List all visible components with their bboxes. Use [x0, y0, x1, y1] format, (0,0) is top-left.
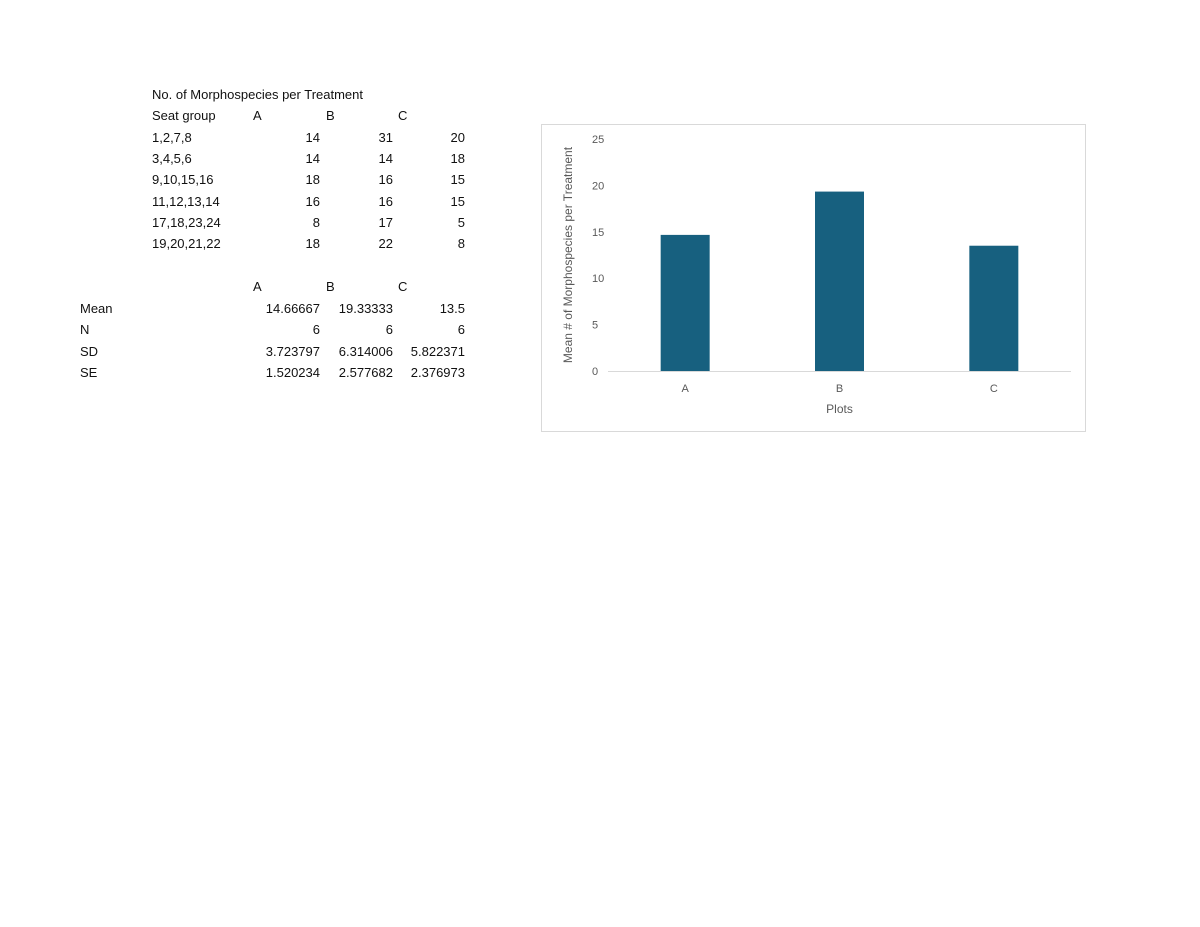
x-tick-label-c: C [990, 383, 998, 395]
table1-header-b: B [326, 108, 335, 123]
table2-row-se-label: SE [80, 365, 98, 380]
table2-row-n-label: N [80, 322, 90, 337]
table2-row-n-c: 6 [457, 322, 465, 337]
y-tick-label-25: 25 [592, 134, 604, 146]
y-axis-ticks: 0 5 10 15 20 25 [592, 134, 604, 378]
table1-row-6-group: 19,20,21,22 [152, 236, 221, 251]
y-tick-label-20: 20 [592, 180, 604, 192]
table1-row-3-group: 9,10,15,16 [152, 172, 214, 187]
table1-row-6-b: 22 [378, 236, 393, 251]
table1-row-2-c: 18 [450, 151, 465, 166]
table2-row-n-a: 6 [312, 322, 320, 337]
table1-row-4-a: 16 [305, 194, 320, 209]
table1-header-seat-group: Seat group [152, 108, 216, 123]
table1-row-3-a: 18 [305, 172, 320, 187]
y-tick-label-10: 10 [592, 273, 604, 285]
table1-row-4-group: 11,12,13,14 [152, 194, 220, 209]
y-tick-label-15: 15 [592, 227, 604, 239]
table1-row-4-c: 15 [450, 194, 465, 209]
table1-row-1-group: 1,2,7,8 [152, 130, 192, 145]
table1-row-5-c: 5 [457, 215, 465, 230]
table1-row-4-b: 16 [378, 194, 393, 209]
table1-row-1-b: 31 [378, 130, 393, 145]
table2-row-mean-c: 13.5 [439, 301, 465, 316]
y-tick-label-5: 5 [592, 320, 598, 332]
table2-row-mean-b: 19.33333 [338, 301, 393, 316]
table1-header-a: A [253, 108, 262, 123]
bar-c [969, 245, 1019, 371]
y-tick-label-0: 0 [592, 366, 598, 378]
table1-row-2-group: 3,4,5,6 [152, 151, 192, 166]
bars [660, 191, 1019, 371]
table1-row-5-a: 8 [312, 215, 320, 230]
table1-row-3-b: 16 [378, 172, 393, 187]
table1-header-c: C [398, 108, 408, 123]
table2-row-sd-b: 6.314006 [338, 344, 393, 359]
table2-row-se-a: 1.520234 [265, 365, 320, 380]
x-axis-ticks: A B C [681, 383, 997, 395]
table1-row-1-c: 20 [450, 130, 465, 145]
table1-row-5-group: 17,18,23,24 [152, 215, 221, 230]
table1-row-1-a: 14 [305, 130, 320, 145]
table2-header-c: C [398, 279, 408, 294]
table1-row-2-b: 14 [378, 151, 393, 166]
table1-row-5-b: 17 [378, 215, 393, 230]
table2-row-n-b: 6 [385, 322, 393, 337]
table2-row-mean-label: Mean [80, 301, 113, 316]
x-tick-label-b: B [836, 383, 843, 395]
x-axis-title: Plots [826, 402, 853, 416]
table2-row-se-b: 2.577682 [338, 365, 393, 380]
table2-row-mean-a: 14.66667 [265, 301, 320, 316]
table1-row-3-c: 15 [450, 172, 465, 187]
table2-header-b: B [326, 279, 335, 294]
table1-row-6-a: 18 [305, 236, 320, 251]
table1-row-2-a: 14 [305, 151, 320, 166]
bar-a [660, 234, 710, 371]
bar-chart: 0 5 10 15 20 25 A B C Plots Mean # of Morphospe… [541, 124, 1086, 432]
table1-row-6-c: 8 [457, 236, 465, 251]
y-axis-title: Mean # of Morphospecies per Treatment [561, 146, 575, 363]
table2-row-sd-c: 5.822371 [410, 344, 465, 359]
table2-header-a: A [253, 279, 262, 294]
table2-row-sd-label: SD [80, 344, 99, 359]
x-tick-label-a: A [681, 383, 689, 395]
bar-chart-svg: 0 5 10 15 20 25 A B C Plots Mean # of Morphospe… [561, 134, 1071, 416]
table1-title: No. of Morphospecies per Treatment [152, 87, 363, 102]
bar-b [815, 191, 864, 371]
table2-row-sd-a: 3.723797 [265, 344, 320, 359]
table2-row-se-c: 2.376973 [410, 365, 465, 380]
